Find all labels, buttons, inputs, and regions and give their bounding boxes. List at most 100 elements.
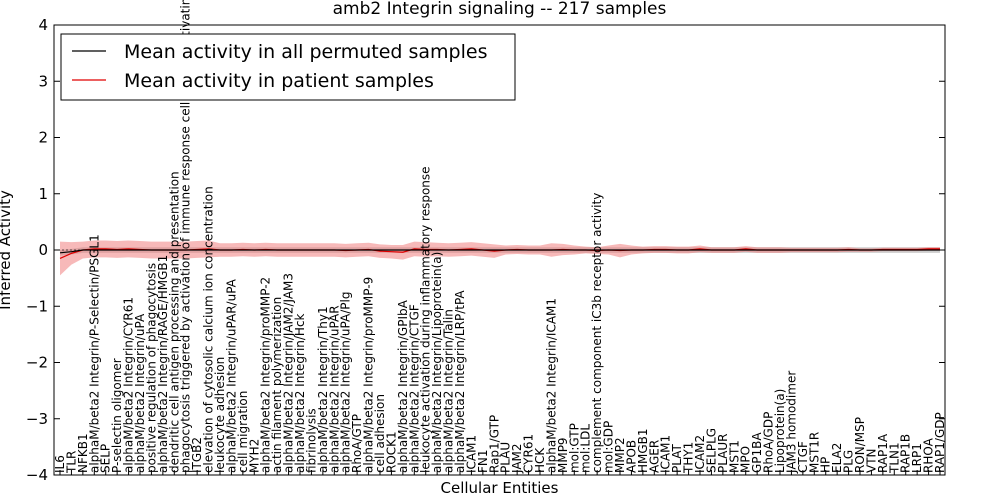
category-label: alphaM/beta2 Integrin/proMMP-9: [362, 277, 376, 473]
category-label: NFKB1: [76, 433, 90, 473]
x-ticks: [59, 470, 941, 475]
category-label: CTGF: [796, 441, 810, 473]
category-label: ITGB2: [190, 437, 204, 473]
category-label: dendritic cell antigen processing and pr…: [167, 171, 181, 473]
category-label: TLN1: [887, 442, 901, 474]
y-tick-label: 4: [38, 16, 48, 34]
category-label: LRP1: [910, 443, 924, 473]
category-label: alphaM/beta2 Integrin/ICAM1: [544, 298, 558, 473]
category-label: SELPLG: [704, 428, 718, 473]
y-axis-label: Inferred Activity: [0, 190, 14, 310]
category-label: GP1BA: [750, 432, 764, 473]
category-label: elevation of cytosolic calcium ion conce…: [202, 186, 216, 473]
category-label: mol:GDP: [602, 421, 616, 473]
category-label: MMP9: [556, 437, 570, 473]
category-label: cell adhesion: [373, 394, 387, 473]
category-label: RAP1B: [899, 434, 913, 473]
category-label: alphaM/beta2 Integrin/P-Selectin/PSGL1: [87, 234, 101, 473]
y-axis: −4 −3 −2 −1 0 1 2 3 4: [26, 16, 945, 484]
category-label: VTN: [864, 448, 878, 473]
y-tick-label: 3: [38, 72, 48, 90]
category-label: alphaM/beta2 Integrin/Lipoprotein(a): [430, 252, 444, 473]
category-label: MST1: [727, 440, 741, 473]
category-label: alphaM/beta2 Integrin/RAGE/HMGB1: [156, 255, 170, 473]
category-label: mol:LDL: [579, 424, 593, 473]
category-label: positive regulation of phagocytosis: [144, 263, 158, 473]
patient-band: [60, 240, 940, 276]
category-label: IL6: [53, 455, 67, 473]
category-label: FN1: [476, 449, 490, 473]
category-label: ICAM1: [659, 435, 673, 473]
y-tick-label: 0: [38, 241, 48, 259]
category-label: ELA2: [830, 443, 844, 473]
chart-title: amb2 Integrin signaling -- 217 samples: [333, 0, 667, 19]
legend-label: Mean activity in patient samples: [124, 70, 434, 92]
category-label: RAP1/GDP: [933, 412, 947, 473]
category-label: CYR61: [522, 434, 536, 473]
category-label: alphaM/beta2 Integrin/Hck: [293, 313, 307, 473]
category-label: alphaM/beta2 Integrin/CTGF: [407, 304, 421, 473]
category-label: Rap1/GTP: [487, 415, 501, 473]
category-label: MYH2: [247, 439, 261, 473]
category-label: leukocyte adhesion: [213, 357, 227, 473]
category-label: alphaM/beta2 Integrin/uPAR/uPA: [224, 278, 238, 473]
category-label: alphaM/beta2 Integrin/uPA: [133, 313, 147, 473]
category-label: alphaM/beta2 Integrin/GPIbA: [396, 299, 410, 473]
category-label: MST1R: [807, 432, 821, 473]
legend: Mean activity in all permuted samples Mea…: [60, 33, 516, 101]
category-label: THY1: [682, 442, 696, 474]
category-label: MMP2: [613, 437, 627, 473]
category-label: phagocytosis triggered by activation of …: [179, 0, 193, 473]
category-label: RhoA/GDP: [762, 412, 776, 473]
category-label: P-selectin oligomer: [110, 358, 124, 473]
category-label: alphaM/beta2 Integrin/CYR61: [122, 297, 136, 473]
category-label: leukocyte activation during inflammatory…: [419, 166, 433, 473]
category-label: PLG: [842, 450, 856, 473]
category-label: alphaM/beta2 Integrin/LRP/tPA: [453, 290, 467, 473]
x-axis-label: Cellular Entities: [441, 479, 559, 497]
legend-label: Mean activity in all permuted samples: [124, 41, 487, 63]
category-label: PLAT: [670, 444, 684, 473]
category-label: alphaM/beta2 Integrin/uPAR: [327, 305, 341, 473]
y-tick-label: 2: [38, 129, 48, 147]
category-label: actin filament polymerization: [270, 297, 284, 473]
category-label: HP: [819, 457, 833, 473]
bands-layer: [60, 240, 940, 276]
category-label: RHOA: [922, 437, 936, 473]
category-label: PLAU: [499, 442, 513, 473]
category-label: alphaM/beta2 Integrin/Talin: [442, 309, 456, 473]
lines-layer: [54, 248, 945, 259]
category-label: mol:GTP: [567, 423, 581, 473]
category-label: ICAM1: [464, 435, 478, 473]
category-label: HCK: [533, 447, 547, 473]
y-tick-label: −2: [26, 354, 48, 372]
category-label: RAP1A: [876, 433, 890, 473]
category-label: RhoA/GTP: [350, 414, 364, 473]
category-label: alphaM/beta2 Integrin/proMMP-2: [259, 277, 273, 473]
category-label: Lipoprotein(a): [773, 389, 787, 473]
category-label: complement component iC3b receptor activ…: [590, 193, 604, 473]
category-label: MPO: [739, 446, 753, 473]
category-label: PLAUR: [716, 433, 730, 473]
category-label: alphaM/beta2 Integrin/JAM2/JAM3: [282, 273, 296, 473]
category-label: fibrinolysis: [304, 408, 318, 473]
category-label: alphaM/beta2 Integrin/uPA/Plg: [339, 292, 353, 473]
category-label: JAM2: [510, 443, 524, 474]
category-label: ROCK1: [384, 431, 398, 473]
category-label: RON/MSP: [853, 417, 867, 473]
y-tick-label: −3: [26, 410, 48, 428]
category-label: TLR: [64, 451, 78, 474]
y-tick-label: −1: [26, 297, 48, 315]
category-label: HMGB1: [636, 428, 650, 473]
category-label: cell migration: [236, 391, 250, 473]
category-label: APOB: [624, 440, 638, 473]
category-label: alphaM/beta2 Integrin/Thy1: [316, 306, 330, 473]
category-label: ICAM2: [693, 435, 707, 473]
y-tick-label: 1: [38, 185, 48, 203]
category-label: SELP: [99, 444, 113, 473]
category-label: AGER: [647, 440, 661, 473]
y-tick-label: −4: [26, 466, 48, 484]
legend-box: [60, 33, 516, 101]
